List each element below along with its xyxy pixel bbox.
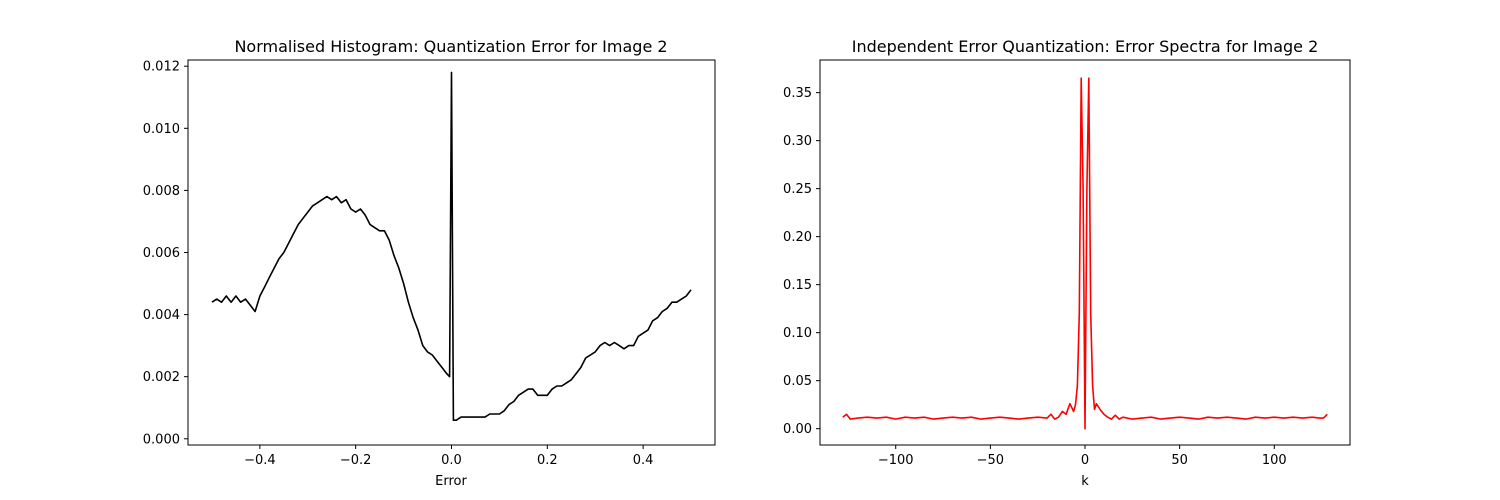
spectra-y-tick-label: 0.20	[783, 230, 812, 245]
histogram-x-tick-label: 0.4	[633, 453, 654, 468]
spectra-y-tick-label: 0.25	[783, 182, 812, 197]
spectra-x-tick-label: 100	[1262, 453, 1287, 468]
spectra-y-tick-label: 0.15	[783, 278, 812, 293]
spectra-series-line-0	[842, 77, 1328, 430]
histogram-x-tick-label: 0.2	[537, 453, 558, 468]
spectra-y-tick-label: 0.05	[783, 374, 812, 389]
spectra-y-tick-label: 0.00	[783, 422, 812, 437]
histogram-series-line-0	[211, 71, 692, 422]
histogram-x-axis-label: Error	[435, 474, 467, 489]
spectra-title: Independent Error Quantization: Error Sp…	[852, 37, 1319, 56]
histogram-x-tick-label: 0.0	[441, 453, 462, 468]
histogram-chart: Normalised Histogram: Quantization Error…	[143, 37, 716, 489]
histogram-y-tick-label: 0.004	[143, 308, 180, 323]
spectra-x-tick-label: 50	[1171, 453, 1188, 468]
spectra-chart: Independent Error Quantization: Error Sp…	[783, 37, 1351, 489]
histogram-title: Normalised Histogram: Quantization Error…	[234, 37, 667, 56]
spectra-plot-area: −100 −50 0 50 100 0.00 0.05 0.10 0.15 0.20 0.25 0.3…	[783, 59, 1351, 468]
spectra-x-tick-label: 0	[1081, 453, 1089, 468]
spectra-y-tick-label: 0.10	[783, 326, 812, 341]
histogram-y-tick-label: 0.008	[143, 184, 180, 199]
spectra-y-tick-label: 0.30	[783, 134, 812, 149]
histogram-plot-area: −0.4 −0.2 0.0 0.2 0.4 0.000 0.002 0.004 0.006 0.0…	[143, 59, 716, 468]
histogram-x-tick-label: −0.4	[244, 453, 276, 468]
histogram-y-tick-label: 0.010	[143, 122, 180, 137]
histogram-y-tick-label: 0.006	[143, 246, 180, 261]
spectra-x-tick-label: −50	[977, 453, 1004, 468]
histogram-y-tick-label: 0.002	[143, 370, 180, 385]
histogram-y-tick-label: 0.000	[143, 432, 180, 447]
histogram-y-tick-label: 0.012	[143, 60, 180, 75]
histogram-x-tick-label: −0.2	[340, 453, 372, 468]
spectra-y-tick-label: 0.35	[783, 86, 812, 101]
spectra-x-axis-label: k	[1081, 474, 1089, 489]
spectra-x-tick-label: −100	[878, 453, 914, 468]
